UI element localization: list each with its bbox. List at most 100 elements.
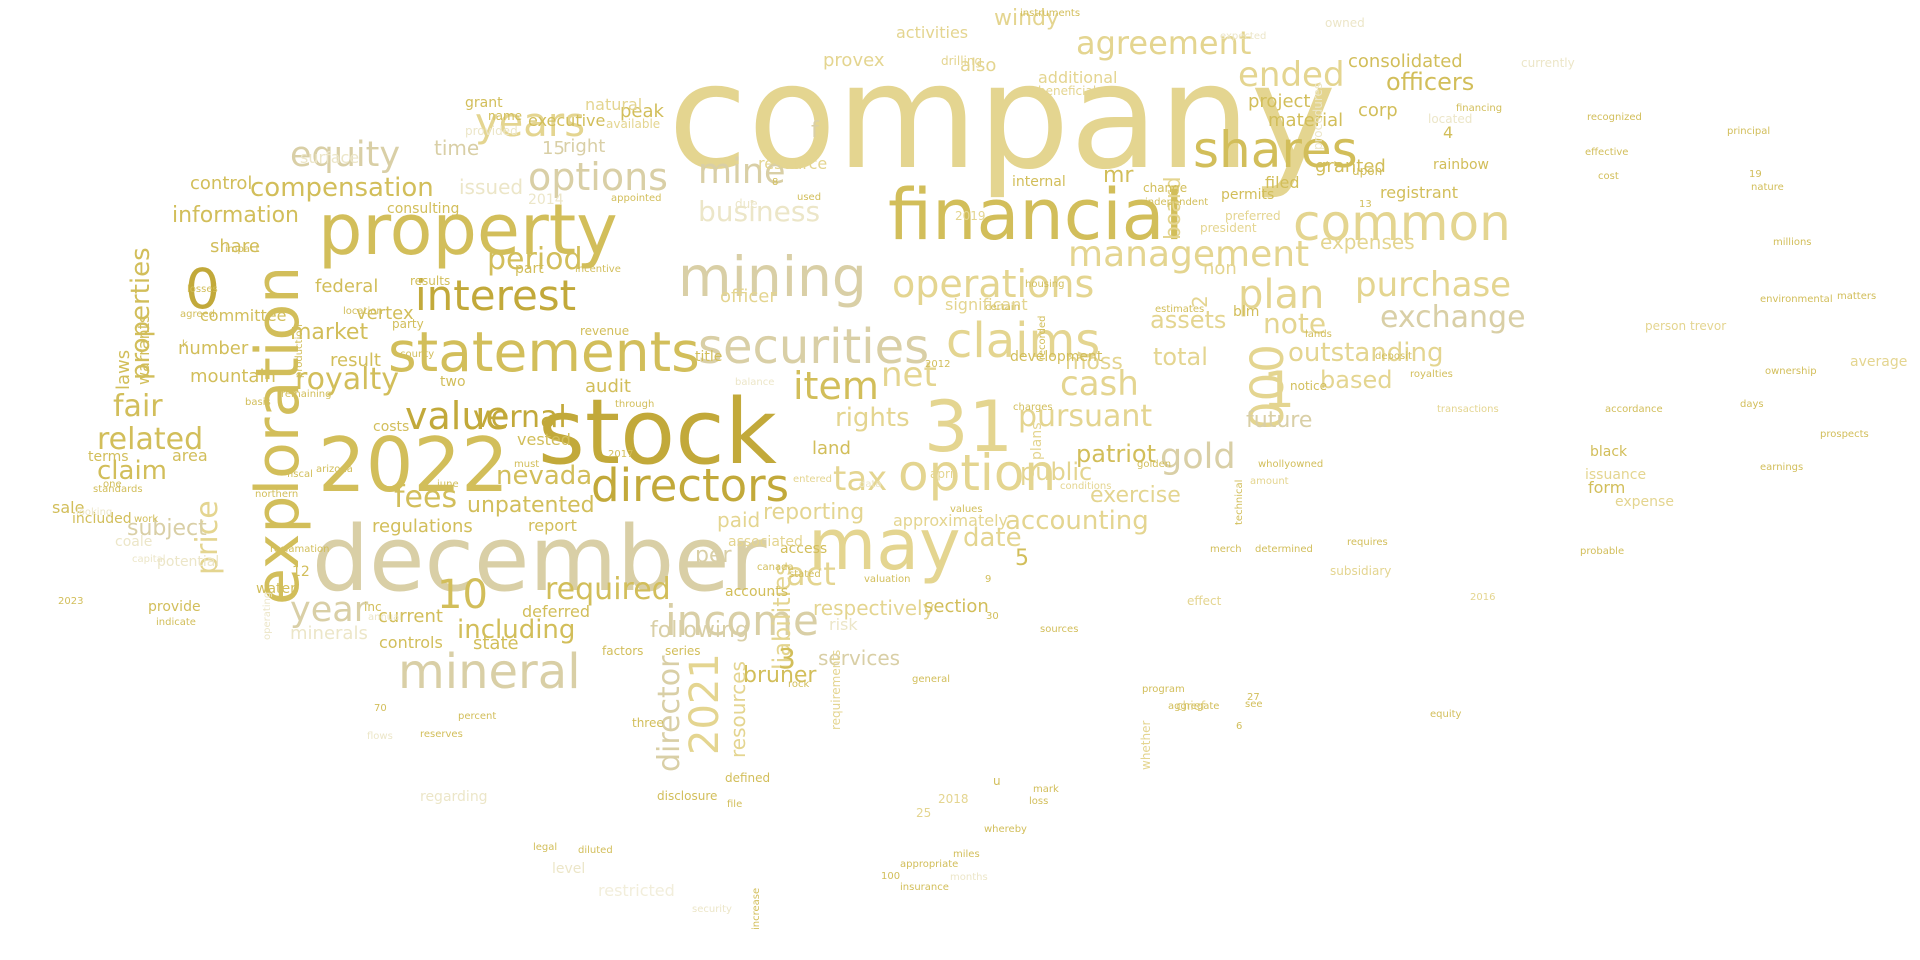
word-rights: rights (835, 403, 910, 433)
word-also: also (960, 55, 997, 76)
word-costs: costs (373, 419, 410, 435)
word-corp: corp (1358, 100, 1398, 121)
word-preferred: preferred (1225, 209, 1281, 223)
word-minerals: minerals (290, 623, 368, 644)
word-state: state (473, 633, 519, 654)
word-provide: provide (148, 599, 201, 615)
word-file: file (727, 799, 743, 810)
word-2021: 2021 (682, 653, 728, 755)
word-reserves: reserves (420, 729, 463, 740)
word-issued: issued (459, 175, 524, 199)
word-arizona: arizona (316, 464, 353, 475)
word-issuance: issuance (1585, 467, 1647, 483)
word-f: f (811, 118, 819, 143)
word-flows: flows (367, 731, 393, 742)
word-subsidiary: subsidiary (1330, 564, 1392, 578)
word-beneficial: beneficial (1038, 84, 1097, 98)
word-fiscal: fiscal (287, 469, 313, 480)
word-subject: subject (127, 516, 207, 541)
word-including: including (457, 615, 576, 645)
word-sources: sources (1040, 624, 1079, 635)
word-date: date (963, 523, 1022, 553)
word-2018: 2018 (938, 792, 969, 806)
word-county: county (400, 349, 435, 360)
word-annual: annual (368, 612, 403, 623)
word-statements: statements (388, 320, 700, 384)
word-entered: entered (793, 474, 832, 485)
word-percent: percent (458, 711, 497, 722)
word-plan: plan (1238, 272, 1325, 318)
word-federal: federal (315, 276, 379, 297)
word-prospects: prospects (1820, 429, 1869, 440)
word-100: 100 (881, 871, 901, 882)
word-bruner: bruner (743, 663, 817, 688)
word-available: available (606, 117, 661, 131)
word-potential: potential (157, 554, 220, 570)
word-10: 10 (437, 572, 488, 618)
word-exchange: exchange (1380, 300, 1526, 335)
word-financing: financing (1456, 103, 1503, 114)
word-golden: golden (1137, 459, 1172, 470)
word-valuation: valuation (864, 574, 911, 585)
word-following: following (650, 618, 749, 643)
word-legal: legal (533, 842, 558, 853)
word-2022: 2022 (318, 421, 509, 509)
word-assets: assets (1150, 306, 1227, 334)
word-common: common (1293, 194, 1511, 252)
word-expenses: expenses (1320, 230, 1415, 254)
word-grant: grant (465, 95, 503, 111)
word-warrants: warrants (134, 314, 153, 385)
word-nature: nature (1751, 182, 1784, 193)
word-vernal: vernal (473, 400, 567, 435)
word-registrant: registrant (1380, 183, 1459, 202)
word-balance: balance (735, 377, 775, 388)
word-mining: mining (678, 245, 867, 309)
word-due: due (735, 197, 758, 211)
word-losses: losses (187, 284, 218, 295)
word-certain: certain (985, 302, 1020, 313)
word-capital: capital (132, 554, 166, 565)
word-risk: risk (829, 615, 858, 634)
word-report: report (528, 516, 577, 535)
word-directors: directors (591, 459, 790, 512)
word-factors: factors (602, 644, 644, 658)
word-stock: stock (538, 380, 777, 485)
word-defined: defined (725, 771, 771, 785)
word-drilling: drilling (941, 54, 983, 68)
word-value: value (405, 394, 509, 438)
word-lands: lands (1305, 329, 1332, 340)
word-2012: 2012 (925, 359, 951, 370)
word-form: form (1588, 478, 1626, 497)
word-6: 6 (1236, 721, 1243, 732)
word-located: located (1428, 112, 1473, 126)
word-0: 0 (185, 257, 220, 321)
word-remaining: remaining (281, 389, 332, 400)
word-25: 25 (916, 806, 932, 820)
word-operations: operations (892, 262, 1095, 306)
word-plans: plans (1029, 422, 1045, 460)
word-claims: claims (946, 313, 1101, 369)
word-one: one (103, 479, 122, 490)
word-revenue: revenue (580, 324, 630, 338)
word-paid: paid (717, 508, 761, 532)
word-time: time (434, 136, 480, 160)
word-royalty: royalty (295, 362, 400, 397)
word-president: president (1200, 221, 1257, 235)
word-committee: committee (200, 306, 287, 325)
word-interest: interest (415, 271, 577, 320)
word-conditions: conditions (1060, 481, 1112, 492)
word-charges: charges (1013, 402, 1053, 413)
word-officer: officer (720, 286, 777, 307)
word-rainbow: rainbow (1433, 157, 1489, 173)
word-2017: 2017 (608, 449, 634, 460)
word-tax: tax (833, 459, 888, 499)
word-through: through (615, 399, 655, 410)
word-section: section (924, 596, 989, 617)
word-8: 8 (772, 177, 779, 188)
word-material: material (1268, 110, 1344, 131)
word-millions: millions (1773, 237, 1812, 248)
word-31: 31 (924, 386, 1014, 468)
word-recognized: recognized (1587, 112, 1642, 123)
word-compensation: compensation (250, 173, 434, 203)
